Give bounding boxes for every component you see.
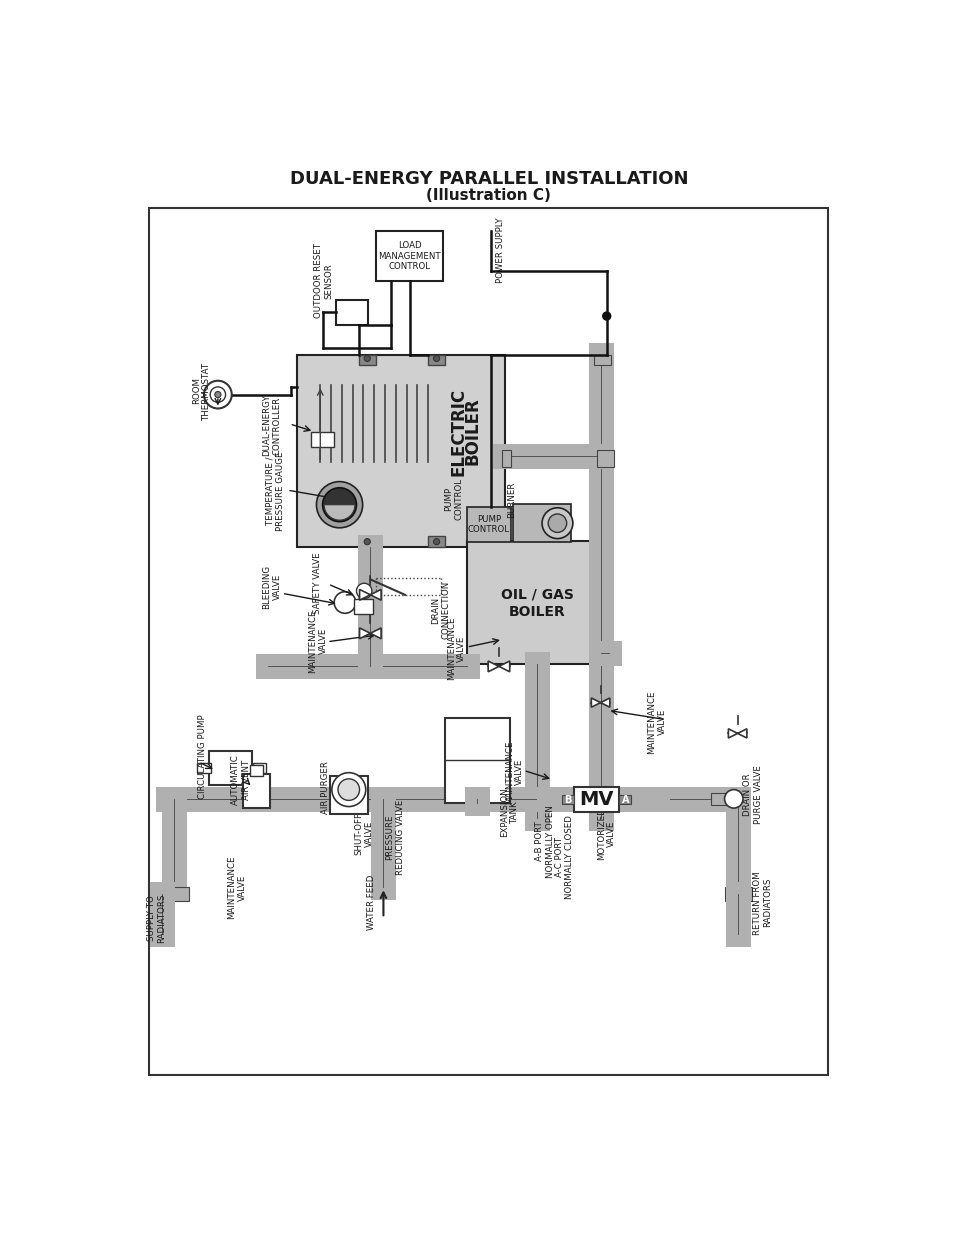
Text: MAINTENANCE
VALVE: MAINTENANCE VALVE: [308, 609, 327, 673]
Bar: [329, 776, 368, 814]
Bar: [466, 508, 511, 542]
Circle shape: [602, 312, 610, 320]
Text: LOAD
MANAGEMENT
CONTROL: LOAD MANAGEMENT CONTROL: [378, 241, 440, 270]
Text: CIRCULATING PUMP: CIRCULATING PUMP: [198, 714, 207, 799]
Circle shape: [364, 356, 370, 362]
Bar: [297, 354, 504, 547]
Text: POWER SUPPLY: POWER SUPPLY: [496, 217, 504, 283]
Text: DRAIN OR
PURGE VALVE: DRAIN OR PURGE VALVE: [742, 766, 762, 825]
Bar: [501, 450, 511, 467]
Polygon shape: [370, 627, 381, 638]
Text: BOILER: BOILER: [509, 605, 565, 619]
Bar: [242, 774, 270, 808]
Polygon shape: [359, 627, 370, 638]
Text: DUAL-ENERGY PARALLEL INSTALLATION: DUAL-ENERGY PARALLEL INSTALLATION: [290, 170, 687, 188]
Polygon shape: [728, 729, 737, 739]
Text: ELECTRIC: ELECTRIC: [450, 388, 467, 475]
Circle shape: [322, 488, 356, 521]
Text: WATER FEED: WATER FEED: [367, 876, 376, 930]
Bar: [710, 793, 733, 805]
Polygon shape: [591, 698, 600, 708]
Circle shape: [364, 538, 370, 545]
Polygon shape: [370, 589, 381, 600]
Circle shape: [356, 583, 372, 599]
Polygon shape: [600, 698, 609, 708]
Bar: [466, 541, 608, 664]
Bar: [358, 354, 375, 366]
Text: OUTDOOR RESET
SENSOR: OUTDOOR RESET SENSOR: [314, 243, 334, 319]
Text: MV: MV: [578, 790, 614, 809]
Text: SHUT-OFF
VALVE: SHUT-OFF VALVE: [355, 811, 374, 855]
Text: MAINTENANCE
VALVE: MAINTENANCE VALVE: [227, 856, 247, 919]
Bar: [724, 888, 752, 902]
Bar: [358, 536, 375, 547]
Bar: [161, 888, 189, 902]
Text: SAFETY VALVE: SAFETY VALVE: [314, 552, 322, 614]
Bar: [250, 764, 262, 776]
Circle shape: [316, 482, 362, 527]
Text: B: B: [564, 794, 571, 805]
Text: A-B PORT
NORMALLY OPEN: A-B PORT NORMALLY OPEN: [535, 805, 555, 878]
Bar: [593, 354, 610, 366]
Bar: [335, 300, 368, 325]
Text: PUMP
CONTROL: PUMP CONTROL: [467, 515, 510, 535]
Polygon shape: [737, 729, 746, 739]
Text: BOILER: BOILER: [463, 398, 481, 466]
Bar: [574, 787, 618, 811]
Circle shape: [204, 380, 232, 409]
Circle shape: [548, 514, 566, 532]
Wedge shape: [324, 505, 355, 520]
Text: AUTOMATIC
AIR VENT: AUTOMATIC AIR VENT: [231, 755, 251, 805]
Text: BURNER: BURNER: [507, 482, 516, 519]
Text: ROOM
THERMOSTAT: ROOM THERMOSTAT: [192, 362, 212, 420]
Bar: [444, 718, 510, 803]
Bar: [375, 231, 443, 282]
Bar: [253, 763, 266, 773]
Text: DRAIN
CONNECTION: DRAIN CONNECTION: [431, 582, 451, 640]
Bar: [513, 504, 570, 542]
Circle shape: [332, 773, 365, 806]
Polygon shape: [498, 661, 509, 672]
Text: MAINTENANCE
VALVE: MAINTENANCE VALVE: [646, 690, 666, 753]
Text: PUMP
CONTROL: PUMP CONTROL: [444, 478, 463, 520]
Text: RETURN FROM
RADIATORS: RETURN FROM RADIATORS: [752, 871, 771, 935]
Circle shape: [541, 508, 572, 538]
Circle shape: [334, 592, 355, 614]
Bar: [597, 450, 614, 467]
Polygon shape: [488, 661, 498, 672]
Bar: [561, 795, 574, 804]
Text: A: A: [620, 794, 628, 805]
Bar: [428, 536, 444, 547]
Circle shape: [433, 356, 439, 362]
Circle shape: [337, 779, 359, 800]
Text: MAINTENANCE
VALVE: MAINTENANCE VALVE: [504, 740, 523, 804]
Bar: [354, 599, 373, 614]
Bar: [197, 763, 211, 773]
Text: (Illustration C): (Illustration C): [426, 189, 551, 204]
Bar: [311, 431, 334, 447]
Text: TEMPERATURE /
PRESSURE GAUGE: TEMPERATURE / PRESSURE GAUGE: [266, 451, 285, 531]
Text: MOTORIZED
VALVE: MOTORIZED VALVE: [597, 808, 616, 860]
Text: BLEEDING
VALVE: BLEEDING VALVE: [262, 566, 281, 609]
Bar: [428, 354, 444, 366]
Text: PRESSURE
REDUCING VALVE: PRESSURE REDUCING VALVE: [385, 800, 404, 876]
Text: A-C PORT
NORMALLY CLOSED: A-C PORT NORMALLY CLOSED: [554, 815, 574, 899]
Text: OIL / GAS: OIL / GAS: [500, 588, 574, 601]
Polygon shape: [359, 589, 370, 600]
Text: EXPANSION
TANK: EXPANSION TANK: [499, 787, 518, 837]
Circle shape: [210, 387, 225, 403]
Bar: [210, 751, 252, 785]
Text: MAINTENANCE
VALVE: MAINTENANCE VALVE: [446, 618, 466, 680]
Text: SUPPLY TO
RADIATORS: SUPPLY TO RADIATORS: [147, 893, 166, 942]
Text: AIR PURGER: AIR PURGER: [321, 761, 330, 814]
Bar: [618, 795, 631, 804]
Circle shape: [214, 391, 221, 398]
Circle shape: [723, 789, 742, 808]
Text: DUAL-ENERGY
CONTROLLER: DUAL-ENERGY CONTROLLER: [262, 394, 281, 456]
Circle shape: [433, 538, 439, 545]
